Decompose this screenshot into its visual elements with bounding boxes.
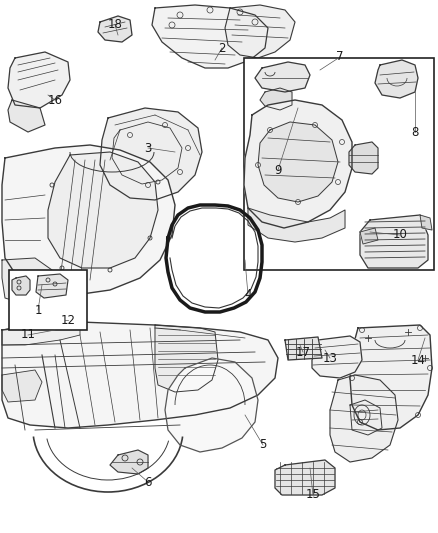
Polygon shape (285, 337, 322, 360)
Text: 17: 17 (296, 345, 311, 359)
Text: 3: 3 (144, 141, 152, 155)
Text: 5: 5 (259, 439, 267, 451)
Text: 13: 13 (322, 351, 337, 365)
Polygon shape (375, 60, 418, 98)
Polygon shape (350, 325, 432, 430)
Polygon shape (420, 215, 432, 230)
Polygon shape (360, 228, 378, 244)
Text: 2: 2 (218, 42, 226, 54)
Polygon shape (110, 450, 148, 474)
Polygon shape (260, 88, 292, 110)
Polygon shape (155, 325, 218, 392)
Text: 16: 16 (47, 93, 63, 107)
Text: 18: 18 (108, 19, 123, 31)
Polygon shape (258, 122, 338, 202)
Polygon shape (244, 100, 352, 228)
Polygon shape (248, 208, 345, 242)
Polygon shape (330, 375, 398, 462)
Text: 15: 15 (306, 489, 321, 502)
Polygon shape (8, 100, 45, 132)
Text: 1: 1 (34, 303, 42, 317)
Text: 12: 12 (60, 313, 75, 327)
FancyBboxPatch shape (9, 270, 87, 330)
Polygon shape (2, 370, 42, 402)
Polygon shape (165, 358, 258, 452)
Polygon shape (2, 145, 175, 295)
Polygon shape (2, 322, 278, 428)
Polygon shape (48, 152, 158, 268)
Polygon shape (360, 215, 428, 268)
Polygon shape (349, 142, 378, 174)
Polygon shape (12, 276, 30, 295)
FancyBboxPatch shape (244, 58, 434, 270)
Polygon shape (225, 5, 295, 58)
Polygon shape (350, 400, 382, 435)
Polygon shape (36, 274, 68, 298)
Polygon shape (152, 5, 268, 68)
Text: 14: 14 (410, 353, 425, 367)
Polygon shape (98, 16, 132, 42)
Text: 11: 11 (21, 328, 35, 342)
Polygon shape (255, 62, 310, 92)
Text: 10: 10 (392, 229, 407, 241)
Polygon shape (312, 336, 362, 378)
Text: 9: 9 (274, 164, 282, 176)
Polygon shape (2, 320, 80, 345)
Polygon shape (275, 460, 335, 495)
Text: 7: 7 (336, 51, 344, 63)
Polygon shape (100, 108, 202, 200)
Polygon shape (2, 258, 52, 305)
Polygon shape (8, 52, 70, 108)
Text: 8: 8 (411, 125, 419, 139)
Text: 6: 6 (144, 475, 152, 489)
Text: 4: 4 (244, 288, 252, 302)
